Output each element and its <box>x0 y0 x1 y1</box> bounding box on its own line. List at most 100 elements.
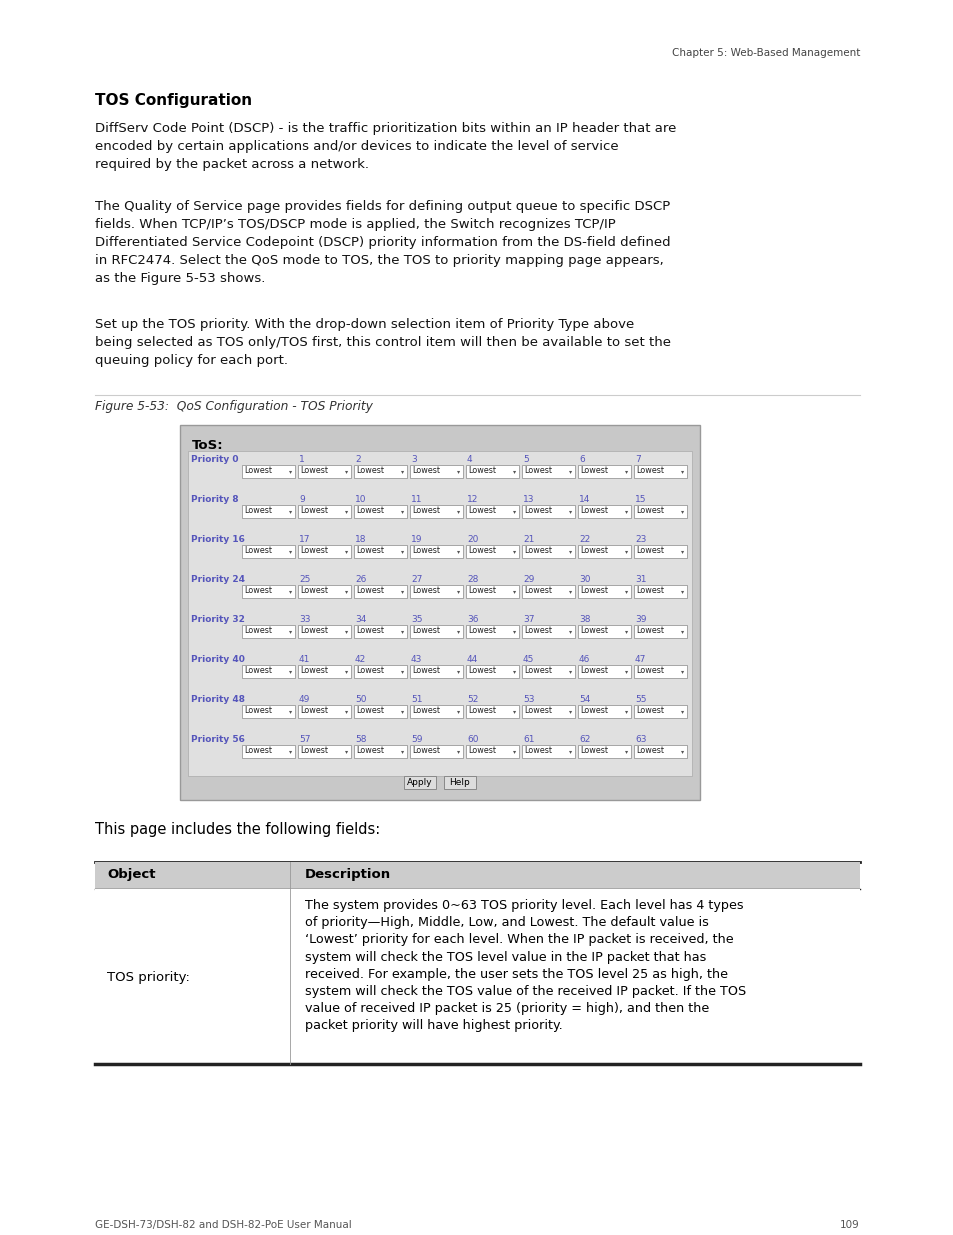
Bar <box>634 585 686 598</box>
Text: ▾: ▾ <box>624 469 627 474</box>
Text: Lowest: Lowest <box>412 585 439 595</box>
Text: ▾: ▾ <box>568 589 572 594</box>
Text: 5: 5 <box>522 454 528 464</box>
Text: 41: 41 <box>298 655 310 664</box>
Text: TOS priority:: TOS priority: <box>107 972 190 984</box>
Text: ▾: ▾ <box>345 669 348 674</box>
Text: 9: 9 <box>298 495 304 504</box>
Bar <box>521 745 575 758</box>
Bar <box>634 745 686 758</box>
Text: Lowest: Lowest <box>579 466 607 475</box>
Text: ▾: ▾ <box>680 589 683 594</box>
Text: 27: 27 <box>411 576 422 584</box>
Text: 35: 35 <box>411 615 422 624</box>
Text: 3: 3 <box>411 454 416 464</box>
Text: 57: 57 <box>298 735 310 743</box>
Bar <box>578 545 630 558</box>
Text: 7: 7 <box>635 454 640 464</box>
Bar <box>297 745 351 758</box>
Text: 109: 109 <box>840 1220 859 1230</box>
Text: Lowest: Lowest <box>244 706 272 715</box>
Text: Lowest: Lowest <box>244 546 272 555</box>
Text: Lowest: Lowest <box>299 706 328 715</box>
Bar <box>242 585 294 598</box>
Bar <box>634 625 686 638</box>
Text: 33: 33 <box>298 615 310 624</box>
Text: Lowest: Lowest <box>355 706 384 715</box>
Text: 6: 6 <box>578 454 584 464</box>
Text: 58: 58 <box>355 735 366 743</box>
Text: ▾: ▾ <box>456 550 459 555</box>
Text: ▾: ▾ <box>513 709 516 714</box>
Text: Lowest: Lowest <box>412 626 439 635</box>
Bar <box>634 545 686 558</box>
Text: ▾: ▾ <box>345 509 348 514</box>
Bar <box>521 705 575 718</box>
Bar <box>634 664 686 678</box>
Text: Lowest: Lowest <box>579 546 607 555</box>
Text: Lowest: Lowest <box>523 466 552 475</box>
Text: Lowest: Lowest <box>523 585 552 595</box>
Text: Lowest: Lowest <box>468 546 496 555</box>
Text: Lowest: Lowest <box>636 466 663 475</box>
Bar <box>410 745 462 758</box>
Bar <box>578 664 630 678</box>
Text: Figure 5-53:  QoS Configuration - TOS Priority: Figure 5-53: QoS Configuration - TOS Pri… <box>95 400 373 412</box>
Bar <box>188 451 691 776</box>
Bar <box>521 664 575 678</box>
Bar <box>410 466 462 478</box>
Bar <box>242 505 294 517</box>
Text: Lowest: Lowest <box>523 506 552 515</box>
Text: GE-DSH-73/DSH-82 and DSH-82-PoE User Manual: GE-DSH-73/DSH-82 and DSH-82-PoE User Man… <box>95 1220 352 1230</box>
Text: ▾: ▾ <box>624 629 627 634</box>
Text: Lowest: Lowest <box>355 585 384 595</box>
Text: Lowest: Lowest <box>636 546 663 555</box>
Text: 21: 21 <box>522 535 534 543</box>
Bar <box>410 664 462 678</box>
Text: ▾: ▾ <box>289 629 292 634</box>
Text: 59: 59 <box>411 735 422 743</box>
Text: ▾: ▾ <box>456 629 459 634</box>
Text: ▾: ▾ <box>345 748 348 755</box>
Text: Lowest: Lowest <box>244 506 272 515</box>
Text: Priority 24: Priority 24 <box>191 576 245 584</box>
Text: 62: 62 <box>578 735 590 743</box>
Bar <box>297 505 351 517</box>
Bar <box>465 664 518 678</box>
Text: 14: 14 <box>578 495 590 504</box>
Text: Lowest: Lowest <box>523 626 552 635</box>
Text: 45: 45 <box>522 655 534 664</box>
Text: ▾: ▾ <box>400 469 403 474</box>
Text: ▾: ▾ <box>513 669 516 674</box>
Text: 13: 13 <box>522 495 534 504</box>
Text: 55: 55 <box>635 695 646 704</box>
Text: ▾: ▾ <box>513 469 516 474</box>
Text: 44: 44 <box>467 655 477 664</box>
Text: Lowest: Lowest <box>299 546 328 555</box>
Bar <box>297 625 351 638</box>
Bar <box>354 705 407 718</box>
Text: ▾: ▾ <box>513 509 516 514</box>
Text: ▾: ▾ <box>456 509 459 514</box>
Text: 15: 15 <box>635 495 646 504</box>
Text: Lowest: Lowest <box>636 746 663 755</box>
Text: Lowest: Lowest <box>468 626 496 635</box>
Text: 61: 61 <box>522 735 534 743</box>
Bar <box>465 705 518 718</box>
Text: Priority 48: Priority 48 <box>191 695 245 704</box>
Text: Lowest: Lowest <box>636 706 663 715</box>
Text: Help: Help <box>449 778 470 787</box>
Text: 20: 20 <box>467 535 477 543</box>
Text: ▾: ▾ <box>624 589 627 594</box>
Text: 10: 10 <box>355 495 366 504</box>
Text: Lowest: Lowest <box>523 666 552 676</box>
Text: Lowest: Lowest <box>244 466 272 475</box>
Text: ▾: ▾ <box>456 748 459 755</box>
Text: ▾: ▾ <box>624 509 627 514</box>
Text: ▾: ▾ <box>624 550 627 555</box>
Text: Lowest: Lowest <box>412 546 439 555</box>
Bar <box>465 745 518 758</box>
Text: Lowest: Lowest <box>579 506 607 515</box>
Text: ▾: ▾ <box>400 550 403 555</box>
Bar <box>410 585 462 598</box>
